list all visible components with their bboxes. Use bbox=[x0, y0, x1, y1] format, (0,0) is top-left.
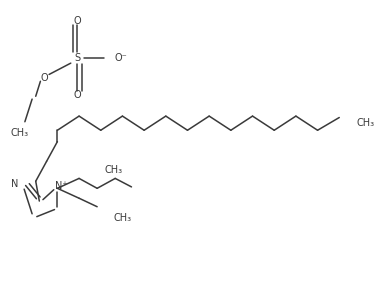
Text: CH₃: CH₃ bbox=[113, 213, 132, 223]
Text: O: O bbox=[74, 90, 81, 100]
Text: CH₃: CH₃ bbox=[356, 118, 374, 128]
Text: CH₃: CH₃ bbox=[11, 128, 29, 138]
Text: N: N bbox=[11, 179, 18, 189]
Text: CH₃: CH₃ bbox=[104, 165, 123, 175]
Text: O⁻: O⁻ bbox=[114, 53, 127, 63]
Text: N⁺: N⁺ bbox=[55, 181, 68, 191]
Text: S: S bbox=[74, 53, 80, 63]
Text: O: O bbox=[74, 16, 81, 26]
Text: O: O bbox=[41, 73, 49, 83]
